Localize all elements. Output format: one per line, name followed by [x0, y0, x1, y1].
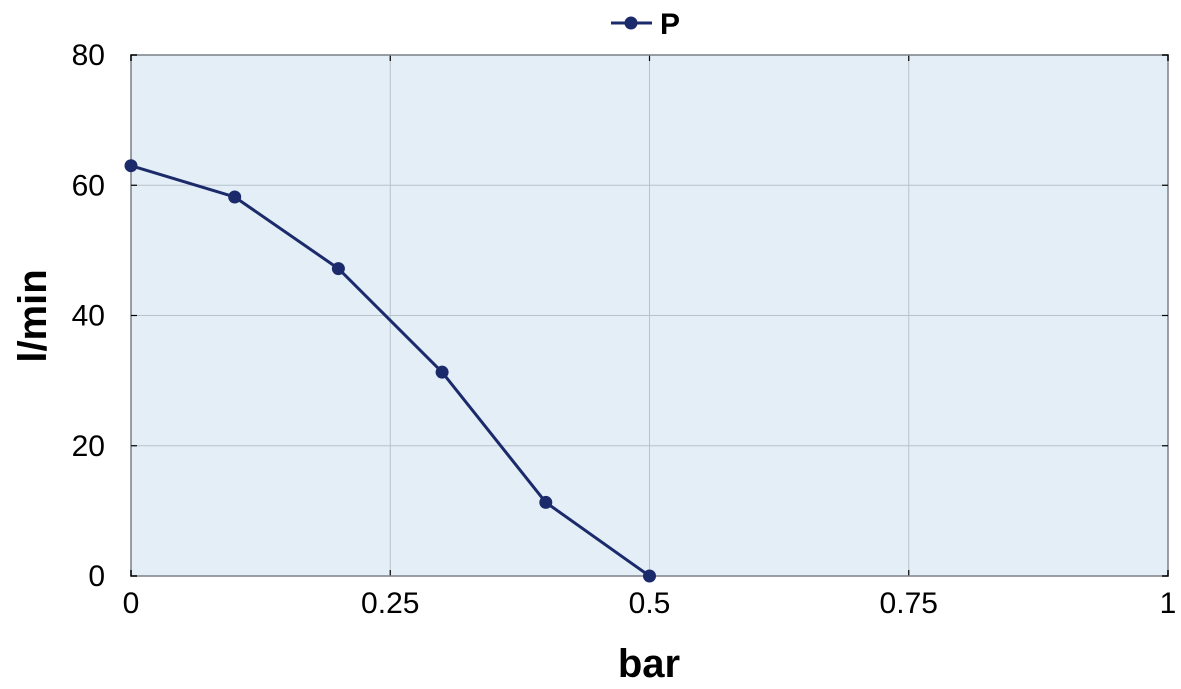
legend-marker-swatch	[624, 16, 638, 30]
data-point	[539, 495, 553, 509]
x-tick-label: 0	[123, 587, 140, 620]
y-tick-label: 80	[72, 39, 105, 72]
legend-label: P	[660, 8, 680, 41]
y-tick-label: 20	[72, 430, 105, 463]
y-axis-title: l/min	[11, 269, 55, 362]
y-tick-label: 60	[72, 169, 105, 202]
x-axis-title: bar	[618, 642, 680, 686]
y-tick-label: 40	[72, 300, 105, 333]
x-tick-label: 0.25	[361, 587, 419, 620]
x-tick-label: 0.75	[880, 587, 938, 620]
data-point	[643, 569, 656, 583]
series-line	[130, 164, 651, 578]
x-tick-label: 1	[1160, 587, 1177, 620]
grid	[130, 54, 1169, 577]
data-point	[331, 262, 345, 276]
x-tick-label: 0.5	[629, 587, 671, 620]
data-point	[124, 159, 138, 173]
tick-labels: 0 0.25 0.5 0.75 1 0 20 40 60 80	[72, 39, 1177, 620]
data-point	[435, 365, 449, 379]
legend: P	[611, 8, 680, 41]
y-tick-label: 0	[88, 560, 105, 593]
series-group	[124, 159, 656, 583]
data-point	[228, 190, 242, 204]
